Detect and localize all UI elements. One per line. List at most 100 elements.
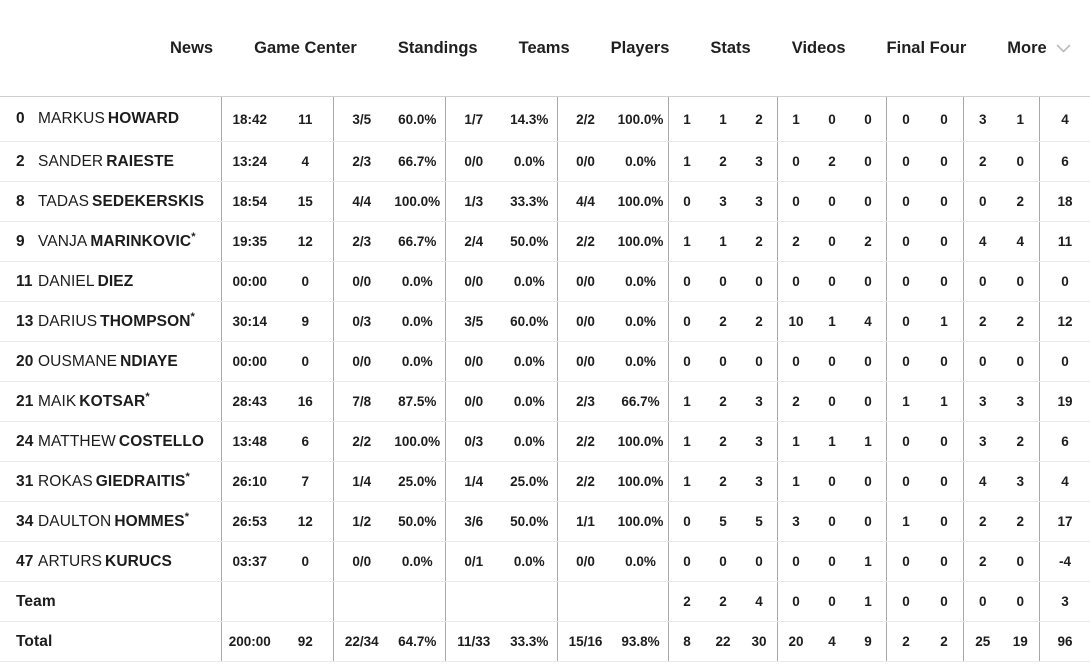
- stat-value: 3: [978, 434, 987, 449]
- stat-group: 6: [1039, 422, 1090, 461]
- player-cell: 34 DAULTON HOMMES*: [0, 502, 221, 541]
- stat-value: 0: [978, 194, 987, 209]
- stat-value: 5: [719, 514, 727, 529]
- stat-value: 3: [978, 394, 987, 409]
- player-name: DAULTON HOMMES*: [38, 511, 189, 531]
- stat-value: 0: [683, 194, 691, 209]
- nav-item-videos[interactable]: Videos: [792, 39, 846, 58]
- nav-item-stats[interactable]: Stats: [710, 39, 750, 58]
- chevron-down-icon: [1056, 44, 1071, 53]
- stat-value: 2: [978, 314, 987, 329]
- stat-value: 16: [297, 394, 313, 409]
- player-name: VANJA MARINKOVIC*: [38, 231, 196, 251]
- stat-value: 2: [828, 154, 836, 169]
- stat-value: 1: [864, 554, 872, 569]
- stat-value: 5: [755, 514, 763, 529]
- stat-value: 26:53: [232, 514, 268, 529]
- nav-item-label: News: [170, 38, 214, 57]
- stat-value: 1: [683, 394, 691, 409]
- stat-value: 1/1: [576, 514, 595, 529]
- stat-value: 66.7%: [398, 234, 437, 249]
- stat-value: 6: [1061, 154, 1069, 169]
- nav-item-final-four[interactable]: Final Four: [887, 39, 967, 58]
- stat-value: 1: [683, 434, 691, 449]
- nav-item-more[interactable]: More: [1007, 39, 1071, 58]
- stat-value: 0: [978, 594, 987, 609]
- stat-group: 1 1 2: [668, 97, 777, 141]
- stat-value: 2: [755, 234, 763, 249]
- stat-value: 0: [902, 354, 910, 369]
- nav-item-standings[interactable]: Standings: [398, 39, 478, 58]
- stat-group: 0: [1039, 342, 1090, 381]
- stat-value: 1: [683, 111, 691, 127]
- stat-group: 0 0 0: [777, 182, 886, 221]
- stat-group: 30:14 9: [221, 302, 333, 341]
- stat-value: 20: [788, 634, 804, 649]
- nav-item-players[interactable]: Players: [611, 39, 670, 58]
- stat-group: 1 2 3: [668, 462, 777, 501]
- stat-group: [221, 582, 333, 621]
- stat-group: 2 0 0: [777, 382, 886, 421]
- stat-value: 2: [792, 394, 800, 409]
- stat-value: 0.0%: [513, 434, 545, 449]
- player-row: 0 MARKUS HOWARD 18:42 11 3/5 60.0% 1/7 14.3% 2/2…: [0, 97, 1090, 142]
- player-row: 8 TADAS SEDEKERSKIS 18:54 15 4/4 100.0% 1/3 33.…: [0, 182, 1090, 222]
- stat-value: 0: [864, 154, 872, 169]
- stat-value: 3: [755, 394, 763, 409]
- stat-value: 60.0%: [510, 314, 549, 329]
- nav-item-game-center[interactable]: Game Center: [254, 39, 357, 58]
- stat-value: 15: [297, 194, 313, 209]
- stat-value: 2: [1016, 514, 1024, 529]
- stat-group: 0 0 1: [777, 542, 886, 581]
- stat-group: 2/4 50.0%: [445, 222, 557, 261]
- stat-group: 1 0 0: [777, 462, 886, 501]
- player-name: TADAS SEDEKERSKIS: [38, 193, 204, 211]
- stat-value: 25: [975, 634, 991, 649]
- nav-item-news[interactable]: News: [170, 39, 213, 58]
- stat-value: 3: [755, 474, 763, 489]
- stat-value: 4: [864, 314, 872, 329]
- stat-group: [557, 582, 668, 621]
- nav-item-teams[interactable]: Teams: [519, 39, 570, 58]
- stat-value: 2: [719, 154, 727, 169]
- player-cell: 20 OUSMANE NDIAYE: [0, 342, 221, 381]
- stat-value: 1: [828, 434, 836, 449]
- player-row: 13 DARIUS THOMPSON* 30:14 9 0/3 0.0% 3/5 60.0% 0…: [0, 302, 1090, 342]
- stat-value: 1: [940, 394, 948, 409]
- stat-value: 0: [792, 274, 800, 289]
- player-name: ARTURS KURUCS: [38, 553, 172, 571]
- stat-value: 2/3: [576, 394, 595, 409]
- stat-value: 0/0: [352, 354, 372, 369]
- player-last-name: RAIESTE: [106, 152, 175, 170]
- stat-value: 100.0%: [617, 514, 664, 529]
- jersey-number: 20: [16, 352, 34, 370]
- stat-value: 30: [751, 634, 767, 649]
- jersey-number: 0: [16, 110, 25, 127]
- stat-value: 0: [1016, 594, 1024, 609]
- stat-value: 25.0%: [398, 474, 437, 489]
- jersey-number: 2: [16, 152, 25, 170]
- player-name: MARKUS HOWARD: [38, 110, 179, 128]
- stat-group: 0/0 0.0%: [445, 382, 557, 421]
- stat-value: 0/3: [352, 314, 372, 329]
- total-row: Total 200:00 92 22/34 64.7% 11/33 33.3% 15/16 9…: [0, 622, 1090, 662]
- player-last-name: KOTSAR: [79, 392, 146, 410]
- stat-group: 17: [1039, 502, 1090, 541]
- stat-value: 87.5%: [398, 394, 437, 409]
- stat-group: 18: [1039, 182, 1090, 221]
- stat-value: 3: [792, 514, 800, 529]
- stat-group: 19: [1039, 382, 1090, 421]
- player-row: 20 OUSMANE NDIAYE 00:00 0 0/0 0.0% 0/0 0.0% 0/0 0…: [0, 342, 1090, 382]
- stat-value: 2: [683, 594, 691, 609]
- stat-value: 0: [864, 274, 872, 289]
- stat-value: 11: [1057, 234, 1073, 249]
- stat-value: 1: [1016, 111, 1024, 127]
- stat-value: 1: [683, 474, 691, 489]
- stat-value: 3/5: [352, 111, 372, 127]
- stat-value: 0: [828, 234, 836, 249]
- stat-group: 2/3 66.7%: [333, 142, 445, 181]
